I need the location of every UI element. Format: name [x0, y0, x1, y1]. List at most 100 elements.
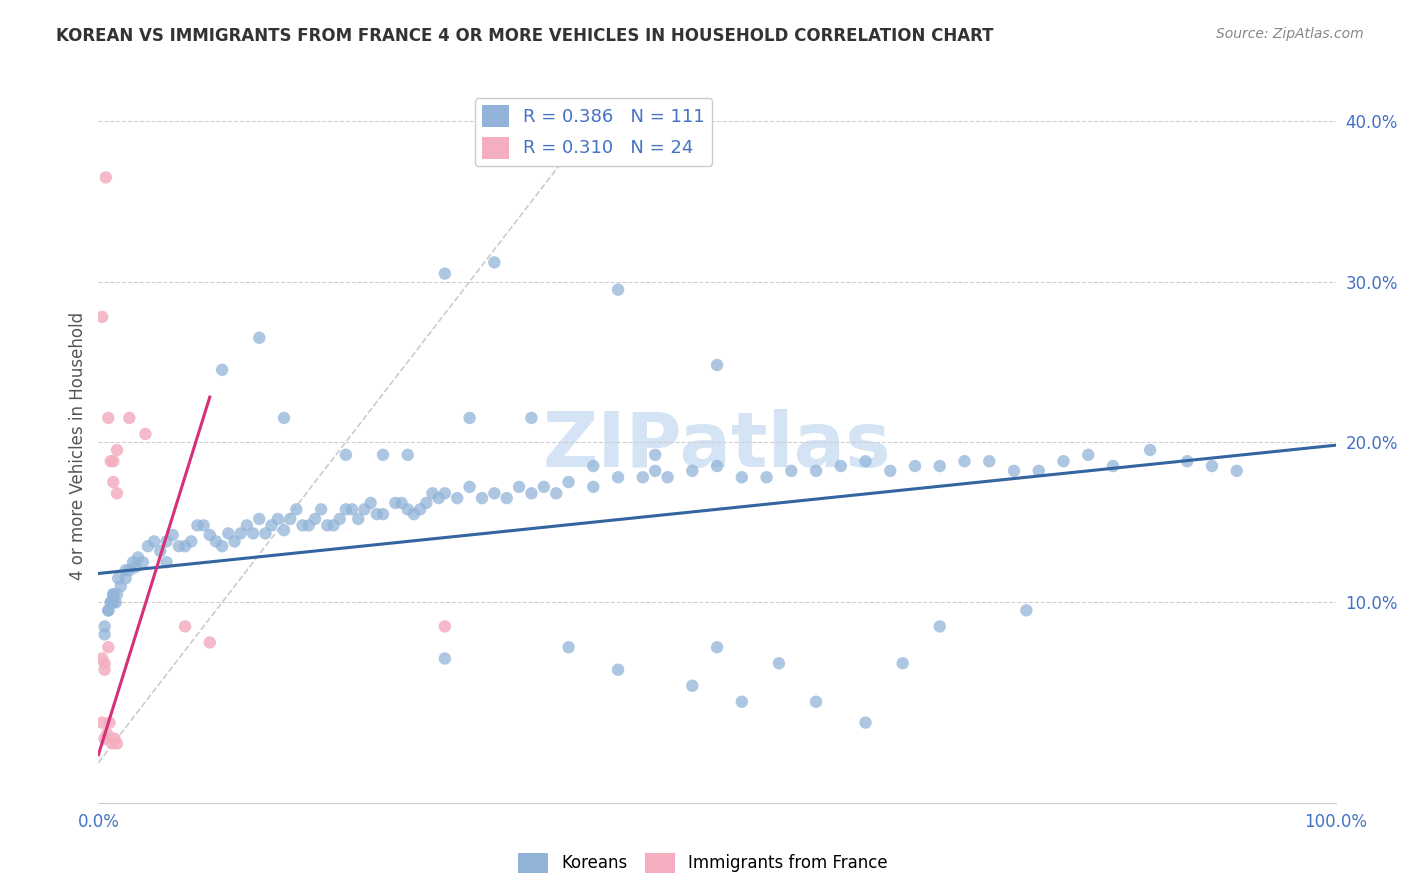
- Point: [508, 480, 530, 494]
- Point: [155, 555, 177, 569]
- Point: [582, 480, 605, 494]
- Point: [415, 496, 437, 510]
- Point: [953, 454, 976, 468]
- Point: [114, 571, 136, 585]
- Point: [329, 512, 352, 526]
- Point: [110, 579, 132, 593]
- Point: [155, 534, 177, 549]
- Point: [768, 657, 790, 671]
- Point: [211, 539, 233, 553]
- Point: [706, 640, 728, 655]
- Point: [433, 267, 456, 281]
- Point: [242, 526, 264, 541]
- Point: [1175, 454, 1198, 468]
- Point: [91, 310, 114, 324]
- Legend: Koreans, Immigrants from France: Koreans, Immigrants from France: [512, 847, 894, 880]
- Point: [97, 411, 120, 425]
- Point: [409, 502, 432, 516]
- Point: [186, 518, 208, 533]
- Point: [644, 448, 666, 462]
- Point: [1028, 464, 1050, 478]
- Point: [520, 411, 543, 425]
- Point: [247, 512, 270, 526]
- Point: [229, 526, 252, 541]
- Point: [118, 563, 141, 577]
- Point: [211, 363, 233, 377]
- Point: [304, 512, 326, 526]
- Point: [433, 486, 456, 500]
- Point: [93, 657, 115, 671]
- Point: [97, 603, 120, 617]
- Point: [143, 534, 166, 549]
- Point: [93, 619, 115, 633]
- Point: [631, 470, 654, 484]
- Point: [98, 715, 121, 730]
- Point: [607, 470, 630, 484]
- Point: [247, 331, 270, 345]
- Point: [1077, 448, 1099, 462]
- Point: [93, 731, 115, 746]
- Point: [91, 715, 114, 730]
- Point: [322, 518, 344, 533]
- Point: [371, 507, 394, 521]
- Point: [267, 512, 290, 526]
- Point: [100, 595, 122, 609]
- Point: [1002, 464, 1025, 478]
- Point: [804, 695, 827, 709]
- Point: [446, 491, 468, 505]
- Point: [122, 555, 145, 569]
- Point: [384, 496, 406, 510]
- Point: [162, 528, 184, 542]
- Point: [93, 627, 115, 641]
- Point: [681, 679, 703, 693]
- Point: [105, 736, 128, 750]
- Point: [1226, 464, 1249, 478]
- Point: [557, 640, 579, 655]
- Point: [607, 283, 630, 297]
- Point: [396, 502, 419, 516]
- Point: [103, 454, 125, 468]
- Point: [335, 502, 357, 516]
- Point: [100, 454, 122, 468]
- Point: [236, 518, 259, 533]
- Point: [731, 470, 754, 484]
- Text: ZIPatlas: ZIPatlas: [543, 409, 891, 483]
- Point: [879, 464, 901, 478]
- Point: [1139, 442, 1161, 457]
- Point: [136, 539, 159, 553]
- Point: [904, 458, 927, 473]
- Point: [1201, 458, 1223, 473]
- Point: [97, 640, 120, 655]
- Point: [1052, 454, 1074, 468]
- Point: [96, 727, 118, 741]
- Point: [495, 491, 517, 505]
- Point: [107, 571, 129, 585]
- Point: [224, 534, 246, 549]
- Point: [340, 502, 363, 516]
- Point: [780, 464, 803, 478]
- Point: [855, 715, 877, 730]
- Point: [193, 518, 215, 533]
- Point: [105, 442, 128, 457]
- Point: [180, 534, 202, 549]
- Point: [979, 454, 1001, 468]
- Point: [260, 518, 283, 533]
- Point: [520, 486, 543, 500]
- Y-axis label: 4 or more Vehicles in Household: 4 or more Vehicles in Household: [69, 312, 87, 580]
- Point: [97, 603, 120, 617]
- Point: [104, 595, 127, 609]
- Point: [471, 491, 494, 505]
- Legend: R = 0.386   N = 111, R = 0.310   N = 24: R = 0.386 N = 111, R = 0.310 N = 24: [475, 98, 711, 166]
- Point: [1102, 458, 1125, 473]
- Point: [607, 663, 630, 677]
- Point: [546, 486, 568, 500]
- Point: [105, 486, 128, 500]
- Point: [681, 464, 703, 478]
- Point: [706, 458, 728, 473]
- Point: [582, 458, 605, 473]
- Point: [103, 587, 125, 601]
- Point: [458, 480, 481, 494]
- Point: [101, 736, 124, 750]
- Point: [433, 619, 456, 633]
- Point: [360, 496, 382, 510]
